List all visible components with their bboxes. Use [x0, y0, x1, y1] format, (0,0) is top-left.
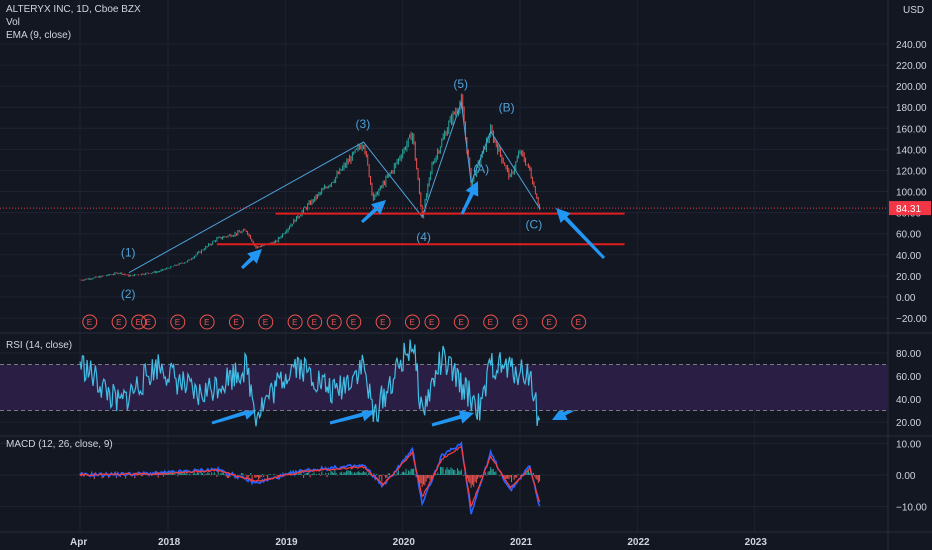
price-axis-label: 180.00: [896, 103, 927, 114]
earnings-marker-label: E: [517, 318, 522, 327]
rsi-band: [0, 364, 888, 411]
macd-legend[interactable]: MACD (12, 26, close, 9): [6, 439, 113, 450]
earnings-marker-label: E: [429, 318, 434, 327]
volume-legend[interactable]: Vol: [6, 17, 20, 28]
arrow-annotation[interactable]: [360, 200, 386, 224]
earnings-marker[interactable]: [140, 314, 156, 330]
price-axis-label: 160.00: [896, 124, 927, 135]
earnings-marker-label: E: [204, 318, 209, 327]
earnings-marker-label: E: [175, 318, 180, 327]
earnings-marker-label: E: [380, 318, 385, 327]
rsi-axis-label: 20.00: [896, 418, 921, 429]
earnings-marker-label: E: [136, 318, 141, 327]
rsi-axis-label: 60.00: [896, 372, 921, 383]
earnings-marker[interactable]: [307, 314, 323, 330]
earnings-marker[interactable]: [170, 314, 186, 330]
earnings-marker-label: E: [292, 318, 297, 327]
wave-label: (A): [473, 162, 489, 176]
wave-label: (4): [416, 230, 431, 244]
wave-label: (2): [121, 287, 136, 301]
earnings-marker[interactable]: [424, 314, 440, 330]
time-axis-label: 2019: [275, 537, 298, 548]
ema-legend[interactable]: EMA (9, close): [6, 30, 72, 41]
earnings-marker-label: E: [145, 318, 150, 327]
earnings-marker[interactable]: [326, 314, 342, 330]
time-axis-label: 2021: [510, 537, 533, 548]
earnings-marker[interactable]: [571, 314, 587, 330]
wave-label: (3): [356, 117, 371, 131]
macd-axis-label: 10.00: [896, 440, 921, 451]
time-axis-label: 2022: [627, 537, 650, 548]
earnings-marker-label: E: [351, 318, 356, 327]
earnings-marker-label: E: [263, 318, 268, 327]
earnings-marker-label: E: [488, 318, 493, 327]
earnings-marker-label: E: [458, 318, 463, 327]
symbol-legend[interactable]: ALTERYX INC, 1D, Cboe BZX: [6, 4, 141, 15]
wave-label: (5): [453, 77, 468, 91]
earnings-marker[interactable]: [375, 314, 391, 330]
time-axis-label: 2018: [158, 537, 181, 548]
earnings-marker-label: E: [233, 318, 238, 327]
macd-signal-line: [79, 445, 541, 509]
earnings-marker[interactable]: [346, 314, 362, 330]
price-axis-label: 60.00: [896, 230, 921, 241]
earnings-marker-label: E: [546, 318, 551, 327]
earnings-marker-label: E: [312, 318, 317, 327]
earnings-marker[interactable]: [258, 314, 274, 330]
earnings-marker[interactable]: [228, 314, 244, 330]
price-axis-label: 0.00: [896, 293, 916, 304]
macd-axis-label: −10.00: [896, 503, 927, 514]
rsi-axis-label: 40.00: [896, 395, 921, 406]
earnings-marker[interactable]: [287, 314, 303, 330]
earnings-marker-label: E: [409, 318, 414, 327]
earnings-marker-label: E: [576, 318, 581, 327]
arrow-annotation[interactable]: [460, 181, 479, 215]
price-axis-label: 200.00: [896, 82, 927, 93]
macd-axis-label: 0.00: [896, 471, 916, 482]
earnings-marker[interactable]: [111, 314, 127, 330]
arrow-annotation[interactable]: [556, 208, 606, 260]
last-price-tag: [889, 201, 931, 216]
time-axis-label: Apr: [70, 537, 87, 548]
time-axis-label: 2023: [745, 537, 768, 548]
earnings-marker[interactable]: [404, 314, 420, 330]
earnings-marker-label: E: [116, 318, 121, 327]
wave-label: (1): [121, 246, 136, 260]
price-axis-label: 220.00: [896, 61, 927, 72]
price-axis-label: −20.00: [896, 314, 927, 325]
arrow-annotation[interactable]: [240, 249, 262, 270]
arrow-annotation[interactable]: [329, 407, 376, 425]
price-axis-label: 120.00: [896, 166, 927, 177]
last-price-label: 84.31: [896, 204, 921, 215]
earnings-marker[interactable]: [483, 314, 499, 330]
rsi-axis-label: 80.00: [896, 349, 921, 360]
earnings-marker[interactable]: [541, 314, 557, 330]
price-axis-label: 140.00: [896, 145, 927, 156]
wave-label: (C): [526, 217, 543, 231]
earnings-marker-label: E: [331, 318, 336, 327]
time-axis-label: 2020: [393, 537, 416, 548]
rsi-line: [79, 339, 541, 427]
price-axis-label: 40.00: [896, 251, 921, 262]
earnings-marker[interactable]: [82, 314, 98, 330]
arrow-annotation[interactable]: [431, 410, 474, 427]
wave-label: (B): [499, 100, 515, 114]
price-axis-label: 100.00: [896, 188, 927, 199]
earnings-marker-label: E: [87, 318, 92, 327]
price-axis-label: 240.00: [896, 40, 927, 51]
price-axis-label: 20.00: [896, 272, 921, 283]
currency-label: USD: [903, 5, 925, 16]
earnings-marker[interactable]: [131, 314, 147, 330]
earnings-marker[interactable]: [453, 314, 469, 330]
earnings-marker[interactable]: [512, 314, 528, 330]
earnings-marker[interactable]: [199, 314, 215, 330]
elliott-wave-line: [128, 101, 540, 274]
rsi-legend[interactable]: RSI (14, close): [6, 340, 73, 351]
